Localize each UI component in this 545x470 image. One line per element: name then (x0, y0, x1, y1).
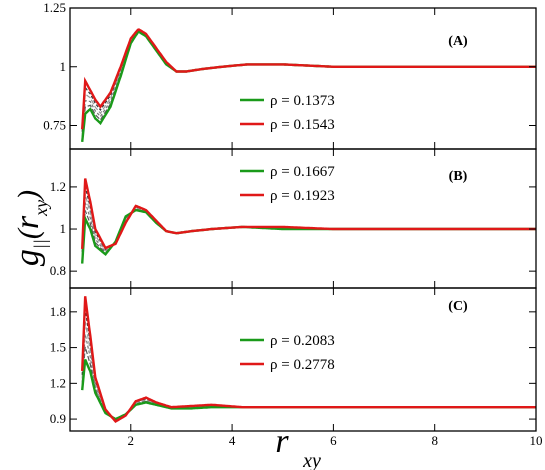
legend-entry: ρ = 0.1667 (270, 164, 335, 180)
panel-frame (69, 287, 537, 432)
panel-0: 0.75 1 1.25 (A) ρ = 0.1373 ρ = 0.1543 (43, 0, 537, 150)
panel-1: 0.8 1 1.2 (B) ρ = 0.1667 ρ = 0.1923 (50, 148, 537, 289)
x-label-r: r (275, 423, 289, 460)
y-label-paren-open: ( (12, 227, 45, 239)
y-tick-label: 1.8 (50, 304, 66, 319)
legend-entry: ρ = 0.2778 (270, 357, 335, 373)
series-line-red (81, 296, 536, 424)
legend: ρ = 0.1373 ρ = 0.1543 (240, 93, 335, 133)
y-tick-label: 0.8 (50, 263, 66, 278)
y-tick-label: 1.5 (50, 340, 66, 355)
series-line-green (81, 208, 536, 264)
y-label-sub: || (30, 239, 50, 249)
x-tick-label: 10 (530, 433, 543, 448)
x-label-sub: xy (302, 450, 321, 470)
panel-label: (A) (448, 34, 468, 49)
x-tick-label: 4 (229, 433, 236, 448)
panel-label: (C) (448, 299, 468, 314)
legend-entry: ρ = 0.1373 (270, 93, 335, 109)
y-axis-label: g||(rxy) (9, 190, 51, 266)
panel-2: 0.9 1.2 1.5 1.8 (C) ρ = 0.2083 ρ = 0.2778 (50, 287, 537, 432)
x-tick-labels: 2 4 6 8 10 (128, 433, 543, 448)
y-label-g: g (9, 249, 46, 266)
svg-text:g||(rxy): g||(rxy) (9, 190, 51, 266)
legend-entry: ρ = 0.2083 (270, 333, 335, 349)
x-axis-label: r xy (275, 423, 321, 470)
y-tick-label: 1.2 (50, 179, 66, 194)
y-label-r: r (9, 215, 46, 229)
y-tick-label: 1.2 (50, 375, 66, 390)
legend: ρ = 0.1667 ρ = 0.1923 (240, 164, 335, 204)
y-label-r-sub: xy (31, 200, 51, 217)
x-tick-label: 2 (128, 433, 135, 448)
y-tick-label: 1 (60, 221, 67, 236)
y-tick-label: 0.9 (50, 411, 66, 426)
legend-entry: ρ = 0.1543 (270, 117, 335, 133)
panel-label: (B) (449, 169, 468, 184)
x-tick-label: 6 (330, 433, 337, 448)
y-label-paren-close: ) (12, 190, 45, 202)
series-line-red (81, 178, 536, 250)
legend-entry: ρ = 0.1923 (270, 188, 335, 204)
y-tick-label: 0.75 (43, 118, 66, 133)
series-line-red (81, 28, 536, 130)
legend: ρ = 0.2083 ρ = 0.2778 (240, 333, 335, 373)
x-tick-label: 8 (431, 433, 438, 448)
y-tick-label: 1 (60, 59, 67, 74)
y-tick-label: 1.25 (43, 0, 66, 15)
